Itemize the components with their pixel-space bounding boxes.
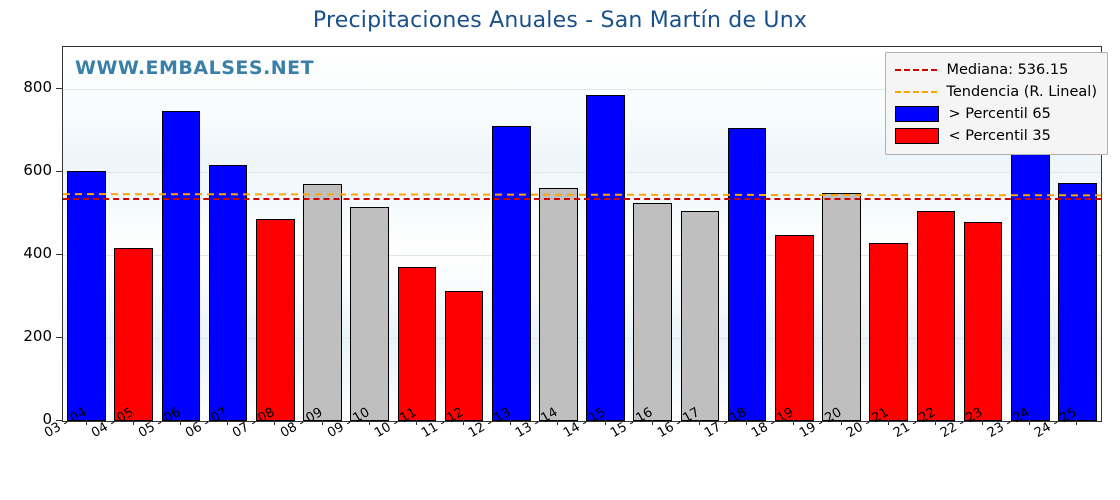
x-axis-tick: [321, 420, 323, 425]
legend-item: > Percentil 65: [895, 103, 1097, 125]
bar: [114, 247, 154, 421]
x-axis-tick: [227, 420, 229, 425]
gridline: [63, 171, 1101, 173]
x-axis-tick: [887, 420, 889, 425]
bar: [397, 266, 437, 421]
bar: [491, 125, 531, 421]
trend-line: [63, 193, 1101, 197]
legend-item: < Percentil 35: [895, 125, 1097, 147]
gridlines: [63, 47, 1101, 421]
x-axis-tick: [415, 420, 417, 425]
y-axis-tick-label: 200: [23, 326, 52, 345]
x-axis-tick: [1076, 420, 1078, 425]
legend-label: Mediana: 536.15: [946, 61, 1069, 78]
bar: [869, 242, 909, 421]
gridline: [63, 88, 1101, 90]
x-axis-tick: [557, 420, 559, 425]
legend-label: > Percentil 65: [948, 105, 1051, 122]
legend: Mediana: 536.15 Tendencia (R. Lineal) > Pe…: [885, 52, 1108, 155]
bar: [963, 221, 1003, 421]
bar: [539, 187, 578, 421]
bar: [208, 164, 248, 421]
x-axis-tick: [651, 420, 653, 425]
bar: [350, 207, 390, 421]
bar: [680, 210, 720, 421]
y-axis-tick-label: 600: [23, 160, 52, 179]
x-axis-tick: [132, 420, 134, 425]
watermark-label: WWW.EMBALSES.NET: [75, 57, 315, 79]
x-axis-tick: [274, 420, 276, 425]
bar: [1010, 143, 1050, 421]
x-axis-tick: [982, 420, 984, 425]
bar: [444, 290, 484, 421]
legend-color-swatch: [895, 106, 940, 122]
bar: [822, 192, 861, 421]
x-axis-tick: [698, 420, 700, 425]
x-axis-tick: [510, 420, 512, 425]
bar: [303, 183, 342, 421]
y-axis-tick-label: 400: [23, 243, 52, 262]
legend-line-swatch: [895, 91, 938, 93]
y-axis-tick: [56, 336, 62, 338]
legend-line-swatch: [895, 69, 938, 71]
x-axis-tick: [840, 420, 842, 425]
median-line: [63, 198, 1101, 201]
y-axis-tick: [56, 170, 62, 172]
x-axis-tick: [368, 420, 370, 425]
y-axis-tick: [56, 87, 62, 89]
bar: [916, 211, 956, 421]
x-axis-tick: [604, 420, 606, 425]
x-axis-tick: [746, 420, 748, 425]
legend-label: < Percentil 35: [948, 127, 1051, 144]
bar: [67, 170, 106, 421]
bar: [161, 111, 201, 421]
bar-series: [63, 47, 1101, 421]
y-axis-tick-label: 0: [42, 410, 52, 428]
legend-label: Tendencia (R. Lineal): [946, 83, 1097, 100]
y-axis-tick: [56, 253, 62, 255]
gridline: [63, 254, 1101, 256]
page-title: Precipitaciones Anuales - San Martín de …: [312, 8, 808, 33]
bar: [727, 127, 767, 421]
x-axis-tick: [934, 420, 936, 425]
legend-color-swatch: [895, 128, 940, 144]
x-axis-tick: [179, 420, 181, 425]
x-axis-tick: [1029, 420, 1031, 425]
bar: [1058, 183, 1097, 421]
y-axis-tick: [56, 420, 62, 421]
bar: [255, 219, 295, 421]
y-axis-tick-label: 800: [23, 77, 52, 96]
x-axis-tick: [85, 420, 87, 425]
bar: [774, 234, 814, 421]
x-axis-tick: [463, 420, 465, 425]
legend-item: Mediana: 536.15: [895, 59, 1097, 81]
gridline: [63, 337, 1101, 339]
bar: [586, 94, 625, 421]
x-axis-tick: [793, 420, 795, 425]
bar: [633, 203, 673, 421]
legend-item: Tendencia (R. Lineal): [895, 81, 1097, 103]
